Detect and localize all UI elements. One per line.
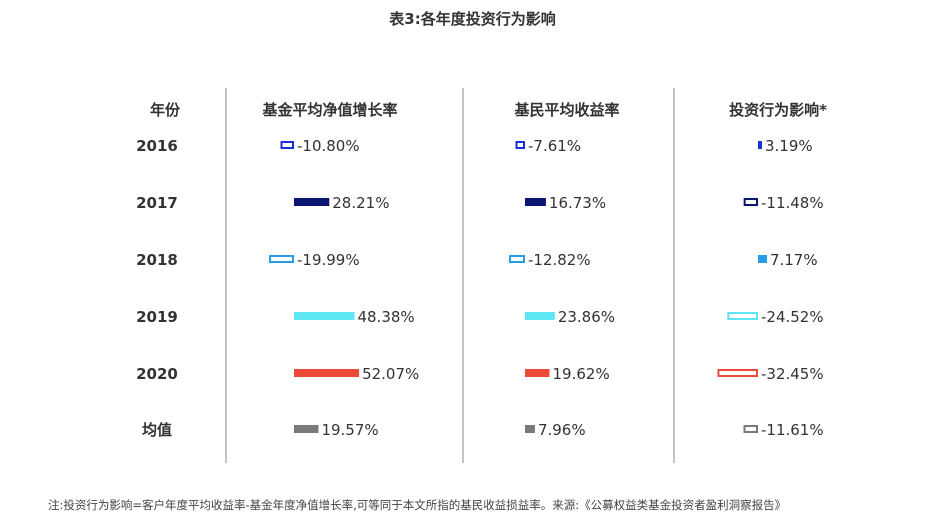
row-label-1: 2016 [136, 137, 178, 155]
row-label-6: 均值 [142, 421, 172, 439]
bar-s1-r6 [294, 425, 319, 433]
value-labels: -10.80% 28.21% -19.99% 48.38% 52.07% 19.57% -7… [297, 137, 824, 439]
value-label-s2-r5: 19.62% [553, 365, 610, 383]
value-label-s2-r3: -12.82% [528, 251, 591, 269]
column-header-1: 基金平均净值增长率 [261, 101, 397, 119]
row-label-5: 2020 [136, 365, 178, 383]
bar-s3-r6 [743, 425, 758, 433]
bar-s2-r1 [515, 141, 525, 149]
value-label-s1-r2: 28.21% [332, 194, 389, 212]
value-label-s2-r4: 23.86% [558, 308, 615, 326]
value-label-s1-r6: 19.57% [321, 421, 378, 439]
bar-s1-r4 [294, 312, 355, 320]
chart-title: 表3:各年度投资行为影响 [389, 10, 556, 28]
value-label-s3-r6: -11.61% [761, 421, 824, 439]
row-labels: 2016 2017 2018 2019 2020 均值 [136, 137, 178, 439]
bar-s3-r4 [727, 312, 758, 320]
bar-s2-r5 [525, 369, 550, 377]
footnote: 注:投资行为影响=客户年度平均收益率-基金年度净值增长率,可等同于本文所指的基民… [48, 498, 787, 512]
bars [269, 141, 767, 433]
bar-s2-r4 [525, 312, 555, 320]
row-label-4: 2019 [136, 308, 178, 326]
bar-s3-r1 [758, 141, 762, 149]
column-header-3: 投资行为影响* [729, 101, 827, 119]
value-label-s2-r6: 7.96% [538, 421, 586, 439]
column-dividers [225, 88, 675, 463]
column-headers: 年份 基金平均净值增长率 基民平均收益率 投资行为影响* [150, 101, 827, 119]
row-header: 年份 [150, 101, 181, 119]
value-label-s2-r2: 16.73% [549, 194, 606, 212]
bar-s1-r1 [280, 141, 294, 149]
bar-s1-r3 [269, 255, 295, 263]
bar-s2-r6 [525, 425, 535, 433]
value-label-s3-r1: 3.19% [765, 137, 813, 155]
column-header-2: 基民平均收益率 [513, 101, 619, 119]
row-label-3: 2018 [136, 251, 178, 269]
bar-s3-r5 [717, 369, 758, 377]
bar-s3-r2 [743, 198, 759, 206]
value-label-s1-r5: 52.07% [362, 365, 419, 383]
value-label-s3-r3: 7.17% [770, 251, 818, 269]
value-label-s1-r1: -10.80% [297, 137, 360, 155]
value-label-s3-r5: -32.45% [761, 365, 824, 383]
bar-s1-r5 [294, 369, 360, 377]
value-label-s3-r4: -24.52% [761, 308, 824, 326]
bar-s3-r3 [758, 255, 767, 263]
row-label-2: 2017 [136, 194, 178, 212]
bar-s2-r2 [525, 198, 546, 206]
value-label-s1-r4: 48.38% [357, 308, 414, 326]
bar-s2-r3 [508, 255, 526, 263]
value-label-s2-r1: -7.61% [528, 137, 581, 155]
bar-s1-r2 [294, 198, 330, 206]
value-label-s3-r2: -11.48% [761, 194, 824, 212]
value-label-s1-r3: -19.99% [297, 251, 360, 269]
